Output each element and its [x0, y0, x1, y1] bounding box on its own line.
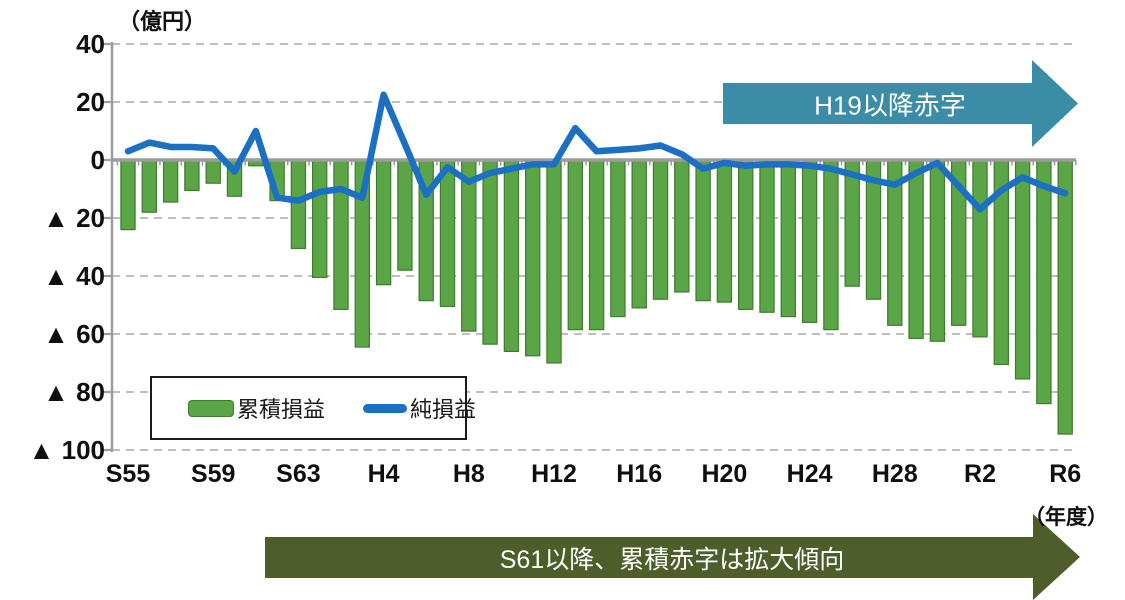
x-axis-label-H8: H8	[452, 460, 485, 488]
bar-cumulative-H11	[524, 159, 541, 357]
bar-cumulative-H14	[588, 159, 605, 331]
bar-cumulative-H18	[674, 159, 690, 293]
net-profit-line	[124, 91, 1069, 213]
top-arrow-shape	[723, 60, 1078, 147]
bottom-arrow-label: S61以降、累積赤字は拡大傾向	[499, 546, 845, 574]
bar-cumulative-H21	[737, 159, 754, 310]
legend: 累積損益 純損益	[150, 376, 476, 440]
bottom-arrow-shape	[265, 514, 1080, 600]
bar-cumulative-H2	[333, 159, 349, 310]
bar-cumulative-H22	[759, 159, 775, 313]
bar-cumulative-H15	[610, 159, 626, 318]
y-axis-label--40: ▲ 40	[43, 261, 105, 291]
bar-cumulative-S63	[290, 159, 307, 250]
x-axis-label-S63: S63	[276, 460, 321, 488]
y-axis-label-20: 20	[76, 87, 105, 117]
bar-cumulative-R2	[972, 159, 988, 338]
bar-cumulative-H7	[439, 159, 456, 308]
bar-cumulative-H5	[397, 159, 413, 271]
y-axis-label--20: ▲ 20	[43, 203, 105, 233]
bar-cumulative-H24	[801, 159, 818, 323]
bar-cumulative-R6	[1057, 159, 1073, 435]
x-axis-label-R2: R2	[964, 460, 996, 488]
bar-cumulative-H13	[567, 159, 584, 331]
bar-cumulative-S55	[120, 159, 136, 231]
x-axis-label-H16: H16	[616, 460, 663, 488]
x-axis-label-H20: H20	[701, 460, 748, 488]
top-arrow-label: H19以降赤字	[814, 90, 966, 121]
x-axis-label-H4: H4	[367, 460, 400, 488]
bar-cumulative-H1	[312, 159, 328, 279]
y-axis-label--100: ▲ 100	[28, 435, 105, 465]
bar-cumulative-H16	[631, 159, 647, 309]
bar-cumulative-H10	[503, 159, 520, 352]
y-axis-label--60: ▲ 60	[43, 319, 105, 349]
x-axis-label-S55: S55	[105, 460, 151, 488]
bar-cumulative-H25	[823, 159, 839, 331]
x-axis-label-S59: S59	[190, 460, 236, 488]
legend-line-label: 純損益	[410, 397, 477, 422]
bar-cumulative-H30	[929, 159, 946, 342]
y-axis-label--80: ▲ 80	[43, 377, 105, 407]
bar-cumulative-H17	[652, 159, 669, 300]
x-axis-label-H24: H24	[786, 460, 833, 488]
bar-cumulative-H9	[482, 159, 498, 345]
bar-cumulative-H19	[695, 159, 711, 302]
legend-bar-label: 累積損益	[237, 397, 326, 422]
bar-cumulative-S59	[205, 159, 221, 184]
legend-bar-swatch	[188, 399, 234, 417]
y-axis-label-0: 0	[90, 145, 105, 175]
bar-cumulative-H12	[546, 159, 562, 364]
bar-cumulative-R4	[1014, 159, 1031, 380]
y-axis-label-40: 40	[76, 29, 105, 59]
x-axis-label-H28: H28	[871, 460, 918, 488]
bar-cumulative-S57	[162, 159, 179, 203]
bar-cumulative-H29	[908, 159, 924, 339]
y-axis-unit-label: （億円）	[118, 9, 207, 34]
bar-cumulative-H8	[461, 159, 477, 332]
bar-cumulative-H4	[375, 159, 392, 286]
bar-cumulative-S58	[184, 159, 200, 192]
bar-cumulative-S56	[141, 159, 157, 213]
x-axis-label-H12: H12	[531, 460, 577, 488]
bar-cumulative-H23	[780, 159, 797, 318]
x-axis-unit-label: （年度）	[1024, 506, 1108, 529]
x-axis-label-R6: R6	[1049, 460, 1082, 488]
bar-cumulative-R5	[1036, 159, 1052, 405]
legend-line-swatch	[363, 403, 408, 413]
bar-cumulative-H20	[716, 159, 733, 303]
